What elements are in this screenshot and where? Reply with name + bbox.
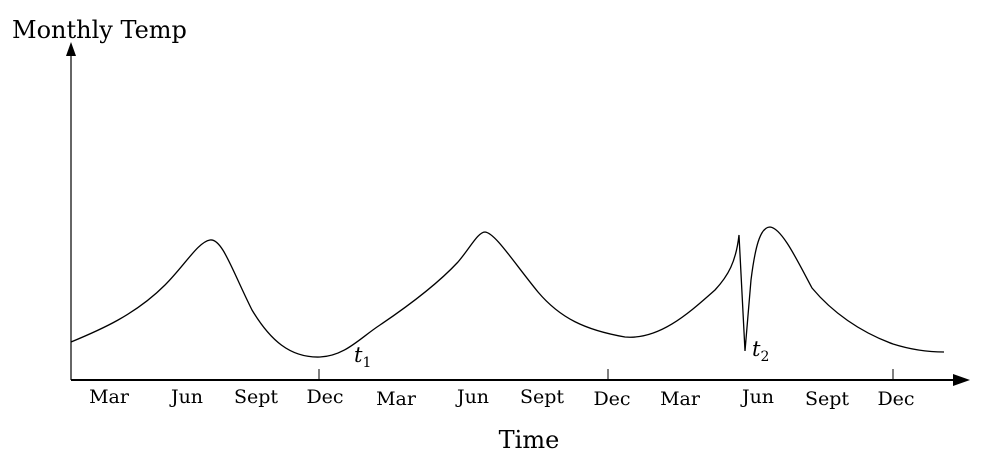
x-tick-label: Dec	[593, 388, 630, 410]
x-tick-label: Dec	[877, 388, 914, 410]
x-tick-label: Mar	[660, 388, 701, 410]
series-line	[70, 226, 945, 358]
x-axis-arrow	[953, 374, 970, 386]
x-tick-label: Mar	[89, 386, 130, 408]
x-tick-label: Jun	[169, 386, 203, 408]
x-tick-label: Sept	[234, 386, 278, 408]
x-tick-label: Jun	[740, 386, 774, 408]
y-axis-arrow	[66, 42, 76, 56]
x-tick-label: Sept	[805, 388, 849, 410]
x-axis-title: Time	[499, 426, 560, 454]
x-tick-label: Jun	[455, 386, 489, 408]
x-tick-label: Mar	[376, 388, 417, 410]
annotation-t2: t2	[752, 337, 769, 365]
annotation-t1: t1	[354, 343, 371, 371]
x-tick-label: Sept	[520, 386, 564, 408]
y-axis-title: Monthly Temp	[12, 16, 187, 44]
x-tick-label: Dec	[306, 386, 343, 408]
